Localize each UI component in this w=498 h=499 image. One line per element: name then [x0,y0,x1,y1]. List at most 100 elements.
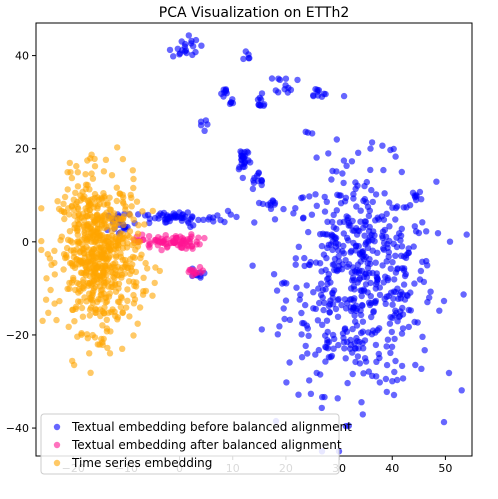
scatter-point [341,325,349,332]
scatter-point [369,269,376,277]
scatter-point [249,262,256,269]
scatter-point [54,198,61,205]
scatter-point [152,264,159,271]
scatter-point [359,411,366,418]
scatter-point [392,357,399,365]
scatter-point [409,189,417,196]
scatter-point [463,231,470,238]
scatter-point [249,185,257,193]
scatter-point [360,273,368,281]
scatter-point [365,212,373,220]
scatter-point [363,199,370,206]
scatter-point [124,297,131,304]
scatter-point [382,300,389,307]
scatter-point [134,320,141,327]
scatter-point [353,322,361,329]
scatter-point [370,309,377,316]
scatter-point [91,155,98,163]
scatter-point [60,200,67,207]
chart-title: PCA Visualization on ETTh2 [159,5,350,21]
scatter-point [386,320,394,327]
y-tick-label: −20 [6,329,29,342]
scatter-point [301,254,308,262]
scatter-point [391,276,398,283]
scatter-point [65,211,73,218]
scatter-point [379,228,387,235]
scatter-point [113,197,121,205]
scatter-point [342,194,350,201]
scatter-point [56,297,63,305]
scatter-point [292,205,299,212]
scatter-point [414,319,421,326]
scatter-point [357,307,364,314]
scatter-point [328,352,336,360]
scatter-point [399,375,407,382]
scatter-point [275,89,282,96]
scatter-point [51,247,58,254]
scatter-point [405,249,412,256]
scatter-point [71,224,78,232]
scatter-point [136,304,144,311]
scatter-point [214,212,221,219]
scatter-point [298,354,306,361]
scatter-point [376,325,383,332]
scatter-point [367,145,374,152]
scatter-point [354,353,362,360]
scatter-point [308,211,316,218]
scatter-point [119,191,126,198]
scatter-point [314,86,321,94]
scatter-point [140,274,147,281]
scatter-point [124,240,131,247]
scatter-point [241,163,248,170]
scatter-point [76,280,83,288]
scatter-point [42,296,50,303]
scatter-point [310,289,317,296]
scatter-point [325,338,333,346]
scatter-point [68,203,76,210]
y-tick-label: 20 [15,143,29,156]
scatter-point [271,216,279,223]
scatter-point [368,186,375,194]
scatter-point [416,188,424,196]
scatter-point [95,279,102,286]
scatter-point [119,155,127,163]
scatter-point [99,339,106,346]
scatter-point [384,240,391,248]
scatter-point [94,194,101,201]
scatter-point [112,234,119,241]
scatter-point [318,404,325,412]
y-axis: −40 −20 0 20 40 [6,50,36,435]
scatter-point [304,350,311,357]
scatter-point [82,171,89,178]
scatter-point [217,216,224,224]
scatter-point [352,358,359,366]
scatter-point [130,216,137,223]
scatter-point [114,316,121,323]
scatter-point [273,287,281,294]
scatter-point [406,202,414,209]
scatter-point [295,243,302,250]
scatter-point [117,303,125,311]
scatter-point [74,169,82,176]
scatter-point [312,351,319,358]
scatter-point [47,286,54,294]
scatter-point [112,270,119,277]
scatter-point [109,283,116,290]
scatter-point [61,215,68,223]
scatter-point [117,253,125,261]
scatter-point [364,264,372,272]
scatter-point [368,313,375,321]
scatter-point [343,234,351,242]
scatter-point [240,55,247,63]
scatter-point [344,263,351,270]
scatter-point [330,211,337,219]
scatter-point [105,214,113,221]
scatter-point [86,312,94,319]
scatter-point [222,86,230,93]
scatter-point [300,214,307,221]
scatter-point [91,163,99,170]
scatter-point [39,317,46,324]
scatter-point [349,227,356,234]
scatter-point [357,207,364,214]
scatter-point [329,301,337,308]
